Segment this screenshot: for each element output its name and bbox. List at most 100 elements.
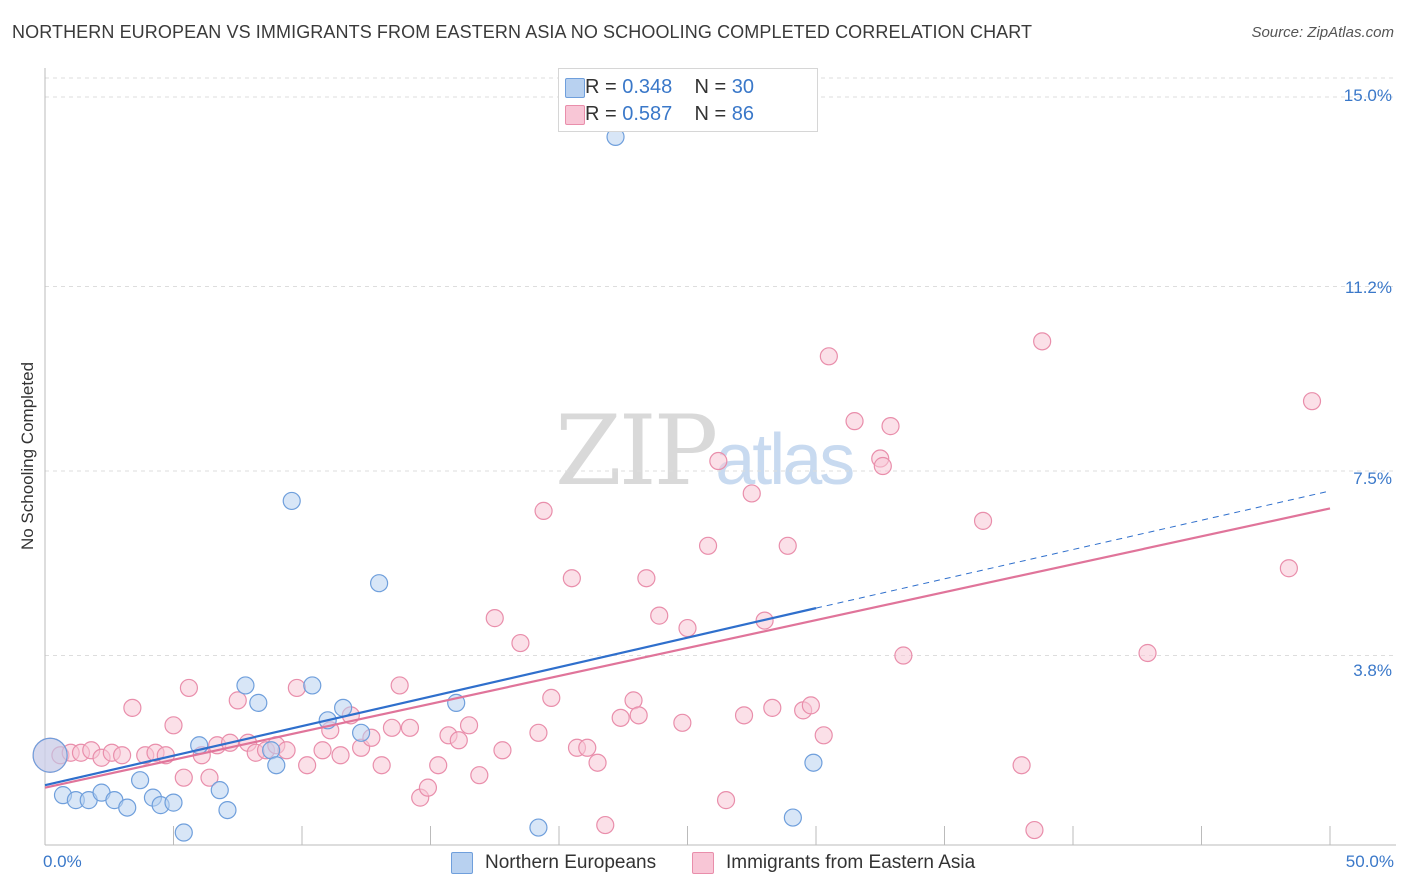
r-value: 0.348 <box>622 75 673 98</box>
eastern-asia-point <box>588 753 607 772</box>
eastern-asia-point <box>372 756 391 775</box>
eastern-asia-point <box>596 815 615 835</box>
eastern-asia-point <box>1138 643 1157 663</box>
northern-european-point <box>118 798 137 817</box>
eastern-asia-point <box>637 569 656 588</box>
eastern-asia-point <box>1025 820 1044 840</box>
legend-row-eastern-asia: R = 0.587 N = 86 <box>565 102 755 126</box>
northern-european-point <box>236 676 255 695</box>
eastern-asia-point <box>390 676 409 695</box>
watermark-zip: ZIP <box>555 395 718 507</box>
northern-european-point <box>352 723 371 742</box>
legend-row-northern-europeans: R = 0.348 N = 30 <box>565 75 755 99</box>
series-legend: Northern Europeans Immigrants from Easte… <box>0 852 1406 878</box>
eastern-asia-point <box>470 766 489 785</box>
y-tick-label: 3.8% <box>1353 661 1392 680</box>
eastern-asia-point <box>382 718 402 737</box>
eastern-asia-point <box>511 633 530 653</box>
northern-european-point <box>370 574 389 593</box>
n-label: N = <box>694 75 727 98</box>
legend-swatch-pink <box>565 105 585 125</box>
legend-swatch-blue <box>565 78 585 98</box>
eastern-asia-point <box>298 756 317 775</box>
r-label: R = <box>585 75 617 98</box>
eastern-asia-point <box>678 618 697 638</box>
eastern-asia-point <box>164 716 183 735</box>
northern-european-point <box>174 823 193 842</box>
eastern-asia-point <box>709 451 728 471</box>
eastern-asia-trend-line <box>44 507 1331 789</box>
northern-european-point <box>130 771 150 790</box>
x-tick-label-max: 50.0% <box>1345 852 1394 871</box>
eastern-asia-point <box>973 511 993 530</box>
eastern-asia-point <box>819 347 838 366</box>
legend-item-northern-europeans: Northern Europeans <box>451 852 656 874</box>
northern-european-point <box>267 756 286 775</box>
eastern-asia-point <box>123 698 142 717</box>
eastern-asia-point <box>1033 332 1052 351</box>
correlation-legend: R = 0.348 N = 30 R = 0.587 N = 86 <box>558 68 818 132</box>
eastern-asia-point <box>493 741 512 760</box>
eastern-asia-point <box>650 606 669 625</box>
eastern-asia-point <box>400 718 420 737</box>
y-tick-label: 11.2% <box>1345 278 1392 297</box>
eastern-asia-point <box>542 688 561 707</box>
eastern-asia-point <box>529 723 548 742</box>
eastern-asia-point <box>734 706 754 725</box>
n-label: N = <box>694 102 727 125</box>
eastern-asia-point <box>287 678 306 698</box>
chart-title: NORTHERN EUROPEAN VS IMMIGRANTS FROM EAS… <box>12 22 1033 42</box>
watermark-atlas: atlas <box>715 420 855 500</box>
northern-european-point <box>218 800 237 820</box>
northern-european-point <box>164 793 183 812</box>
northern-european-trend-extension <box>815 490 1331 609</box>
y-tick-label: 7.5% <box>1353 469 1392 488</box>
eastern-asia-point <box>179 678 199 698</box>
eastern-asia-point <box>228 691 247 710</box>
northern-european-point <box>32 737 68 773</box>
eastern-asia-point <box>763 698 782 717</box>
northern-european-point <box>783 808 802 827</box>
eastern-asia-point <box>578 738 597 757</box>
eastern-asia-point <box>845 412 864 431</box>
northern-european-point <box>804 753 823 772</box>
source-label: Source: ZipAtlas.com <box>1251 24 1394 41</box>
northern-european-point <box>303 676 322 695</box>
northern-european-point <box>529 818 548 837</box>
eastern-asia-point <box>331 746 350 765</box>
watermark: ZIPatlas <box>555 395 855 507</box>
eastern-asia-point <box>698 536 718 555</box>
eastern-asia-point <box>629 706 648 725</box>
eastern-asia-point <box>418 778 438 797</box>
y-tick-label: 15.0% <box>1343 86 1392 105</box>
eastern-asia-point <box>894 646 913 665</box>
legend-label: Immigrants from Eastern Asia <box>726 852 976 873</box>
eastern-asia-point <box>112 746 132 765</box>
eastern-asia-point <box>429 756 448 775</box>
northern-european-point <box>249 693 268 712</box>
eastern-asia-point <box>873 456 892 476</box>
eastern-asia-point <box>277 741 296 760</box>
eastern-asia-point <box>449 731 468 750</box>
northern-european-point <box>334 698 353 717</box>
legend-swatch-pink <box>692 852 714 874</box>
eastern-asia-point <box>313 741 332 760</box>
legend-swatch-blue <box>451 852 473 874</box>
eastern-asia-point <box>485 609 504 628</box>
eastern-asia-point <box>1279 559 1298 578</box>
eastern-asia-point <box>742 484 761 503</box>
northern-european-trend-line <box>44 607 817 787</box>
eastern-asia-point <box>1302 392 1322 411</box>
eastern-asia-point <box>778 536 797 555</box>
r-label: R = <box>585 102 617 125</box>
eastern-asia-point <box>562 569 581 588</box>
eastern-asia-point <box>459 716 479 735</box>
r-value: 0.587 <box>622 102 673 125</box>
legend-item-eastern-asia: Immigrants from Eastern Asia <box>692 852 975 874</box>
legend-label: Northern Europeans <box>485 852 657 873</box>
n-value: 30 <box>731 75 755 98</box>
eastern-asia-point <box>534 501 553 520</box>
n-value: 86 <box>731 102 755 125</box>
northern-european-point <box>282 491 301 511</box>
